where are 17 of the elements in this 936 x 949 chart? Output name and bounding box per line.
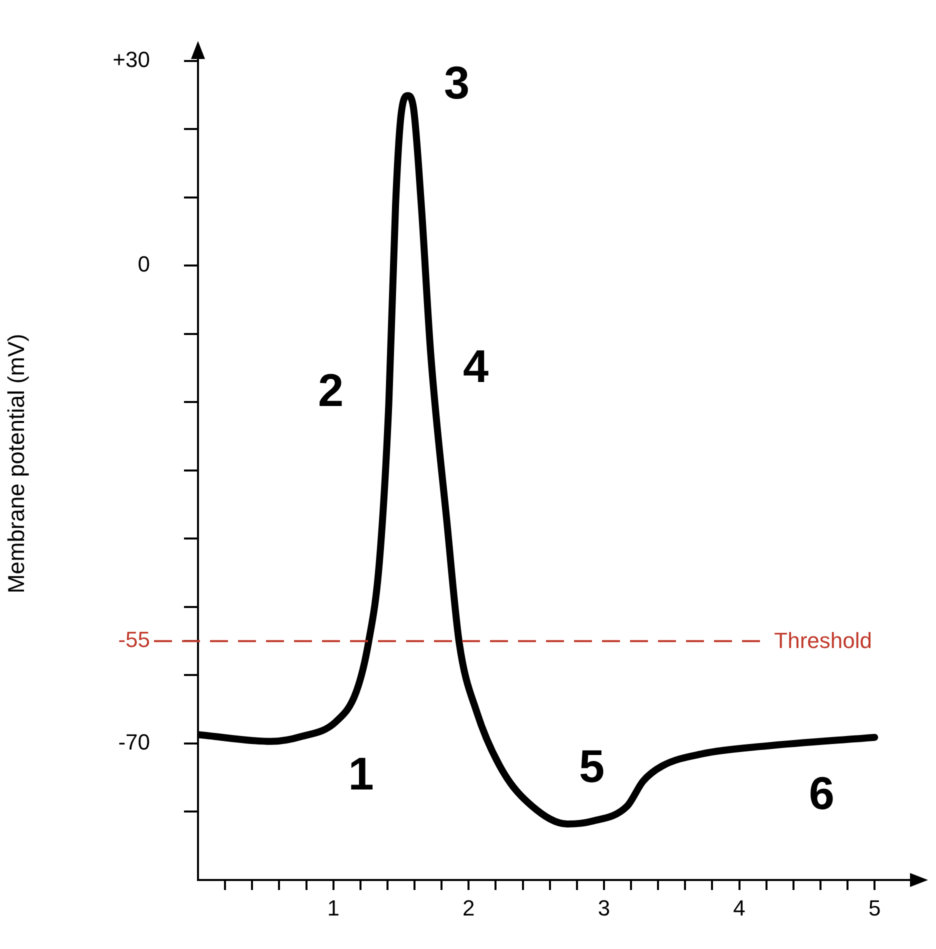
y-tick-label: -70	[118, 730, 150, 755]
annotation: 6	[808, 766, 834, 819]
x-tick-label: 1	[327, 895, 340, 920]
x-tick-label: 4	[733, 895, 746, 920]
ref-line-label: Threshold	[774, 628, 872, 654]
y-axis-title: Membrane potential (mV)	[3, 334, 30, 594]
annotation: 4	[462, 340, 489, 392]
y-tick-label: 0	[138, 252, 150, 277]
x-tick-label: 3	[598, 895, 610, 920]
x-tick-label: 5	[868, 895, 881, 920]
y-tick-label: +30	[112, 46, 150, 72]
annotation: 3	[444, 56, 470, 108]
annotation: 2	[318, 364, 344, 416]
annotation: 5	[579, 740, 605, 792]
annotation: 1	[348, 747, 374, 800]
y-tick-label: -55	[118, 627, 150, 652]
x-tick-label: 2	[462, 895, 475, 920]
